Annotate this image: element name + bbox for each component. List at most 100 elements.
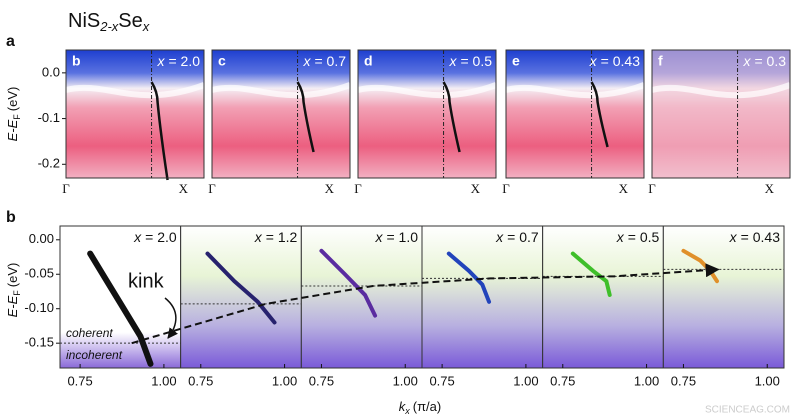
value: = 0.7 bbox=[314, 53, 346, 69]
band-edge bbox=[357, 82, 498, 99]
variable: x bbox=[254, 229, 263, 245]
y-tick-label: -0.15 bbox=[24, 335, 54, 350]
y-axis-label: E-EF (eV) bbox=[5, 87, 22, 142]
frame bbox=[505, 49, 645, 179]
annotation: kink bbox=[128, 270, 165, 292]
band-edge bbox=[505, 82, 646, 99]
y-tick-label: -0.05 bbox=[24, 266, 54, 281]
intensity-map bbox=[358, 50, 496, 178]
intensity-map bbox=[212, 50, 350, 178]
composition-label: x = 1.0 bbox=[374, 229, 418, 245]
annotation: incoherent bbox=[66, 348, 123, 362]
frame bbox=[651, 49, 791, 179]
x-tick-label: 1.00 bbox=[513, 373, 538, 388]
x-tick-label: 1.00 bbox=[272, 373, 297, 388]
frame bbox=[357, 49, 497, 179]
frame bbox=[662, 225, 785, 369]
subpanel-label: c bbox=[218, 53, 226, 69]
sub: F bbox=[12, 290, 22, 296]
unit: (eV) bbox=[5, 87, 20, 112]
frame bbox=[211, 49, 351, 179]
y-tick-label: -0.2 bbox=[38, 156, 60, 171]
variable: x bbox=[302, 53, 311, 69]
x-tick-label: Γ bbox=[62, 181, 70, 196]
x-tick-label: 0.75 bbox=[309, 373, 334, 388]
background bbox=[301, 226, 422, 368]
dispersion bbox=[446, 251, 492, 304]
value: = 0.5 bbox=[460, 53, 492, 69]
value: = 2.0 bbox=[145, 229, 177, 245]
composition-label: x = 2.0 bbox=[133, 229, 177, 245]
composition-label: x = 0.7 bbox=[495, 229, 539, 245]
variable: x bbox=[156, 53, 165, 69]
value: = 1.2 bbox=[266, 229, 298, 245]
x-tick-label: X bbox=[325, 181, 335, 196]
composition-label: x = 1.2 bbox=[254, 229, 298, 245]
variable: x bbox=[729, 229, 738, 245]
variable: x bbox=[448, 53, 457, 69]
value: = 0.43 bbox=[741, 229, 781, 245]
subpanel-label: e bbox=[512, 53, 520, 69]
main: E-E bbox=[5, 295, 20, 317]
variable: x bbox=[742, 53, 751, 69]
background bbox=[60, 226, 181, 368]
sub: F bbox=[12, 114, 22, 120]
background bbox=[180, 226, 302, 368]
y-tick-label: 0.00 bbox=[29, 231, 54, 246]
intensity-map bbox=[652, 50, 790, 178]
value: = 0.5 bbox=[628, 229, 660, 245]
variable: x bbox=[133, 229, 142, 245]
dispersion bbox=[296, 81, 315, 153]
x-tick-label: Γ bbox=[208, 181, 216, 196]
x-tick-label: 0.75 bbox=[429, 373, 454, 388]
dispersion bbox=[87, 250, 154, 367]
intensity-map bbox=[66, 50, 204, 178]
background bbox=[542, 226, 664, 368]
background bbox=[663, 226, 784, 368]
dispersion bbox=[590, 81, 609, 148]
x-tick-label: 0.75 bbox=[550, 373, 575, 388]
frame bbox=[65, 49, 205, 179]
intensity-map bbox=[506, 50, 644, 178]
dispersion bbox=[442, 81, 461, 153]
unit: (π/a) bbox=[413, 399, 441, 414]
dispersion bbox=[205, 251, 277, 325]
x-tick-label: X bbox=[619, 181, 629, 196]
value: = 0.43 bbox=[601, 53, 641, 69]
dispersion bbox=[319, 248, 378, 318]
background bbox=[422, 226, 543, 368]
value: = 2.0 bbox=[168, 53, 200, 69]
x-tick-label: 1.00 bbox=[755, 373, 780, 388]
variable: x bbox=[495, 229, 504, 245]
x-tick-label: Γ bbox=[648, 181, 656, 196]
value: = 1.0 bbox=[386, 229, 418, 245]
x-tick-label: 0.75 bbox=[671, 373, 696, 388]
variable: x bbox=[589, 53, 598, 69]
composition-label: x = 0.5 bbox=[448, 53, 492, 69]
subpanel-label: d bbox=[364, 53, 373, 69]
annotation-arrow bbox=[164, 297, 178, 339]
x-tick-label: 0.75 bbox=[188, 373, 213, 388]
composition-label: x = 0.3 bbox=[742, 53, 786, 69]
x-tick-label: X bbox=[179, 181, 189, 196]
y-tick-label: 0.0 bbox=[42, 64, 60, 79]
x-axis-label: kx (π/a) bbox=[399, 399, 441, 416]
kink-trend bbox=[131, 263, 720, 345]
x-tick-label: Γ bbox=[354, 181, 362, 196]
sub: x bbox=[404, 406, 410, 416]
panel-label: a bbox=[6, 33, 15, 50]
band-edge bbox=[65, 82, 206, 99]
x-tick-label: 1.00 bbox=[634, 373, 659, 388]
composition-label: x = 0.5 bbox=[616, 229, 660, 245]
x-tick-label: 1.00 bbox=[393, 373, 418, 388]
composition-label: x = 0.7 bbox=[302, 53, 346, 69]
figure-title: NiS2-xSex bbox=[68, 10, 150, 34]
subpanel-label: b bbox=[72, 53, 81, 69]
x-tick-label: 1.00 bbox=[151, 373, 176, 388]
band-edge bbox=[211, 82, 352, 99]
value: = 0.3 bbox=[754, 53, 786, 69]
annotation: coherent bbox=[66, 326, 113, 340]
panel-label: b bbox=[6, 209, 16, 226]
value: = 0.7 bbox=[507, 229, 539, 245]
